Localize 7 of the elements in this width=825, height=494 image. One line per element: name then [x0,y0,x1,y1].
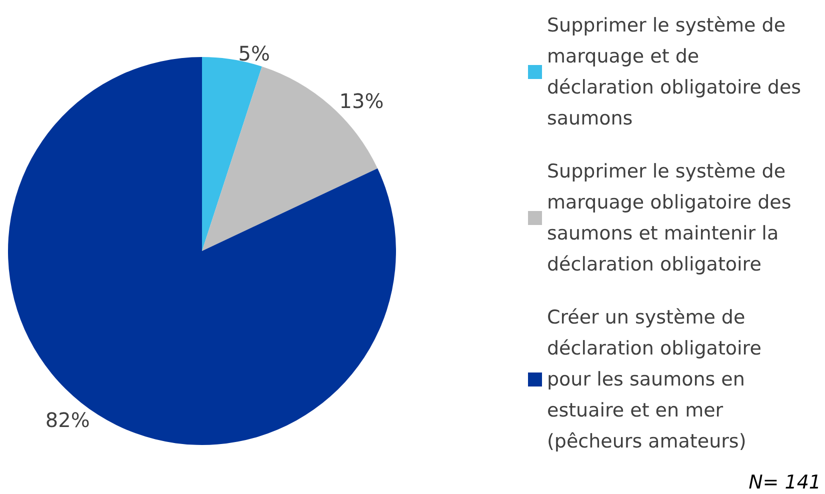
legend-label: Supprimer le système de marquage et de déclaration obligatoire des saumons [547,14,808,130]
data-label: 5% [238,41,270,66]
legend-label: Créer un système de déclaration obligatoire pour les saumons en estuaire et en mer (pêcheurs amateurs) [547,306,768,452]
legend-label: Supprimer le système de marquage obligatoire des saumons et maintenir la déclaration obligatoire [547,160,798,276]
data-label: 82% [45,408,90,432]
text: N= 141 [748,472,821,494]
data-label: 13% [339,88,384,113]
